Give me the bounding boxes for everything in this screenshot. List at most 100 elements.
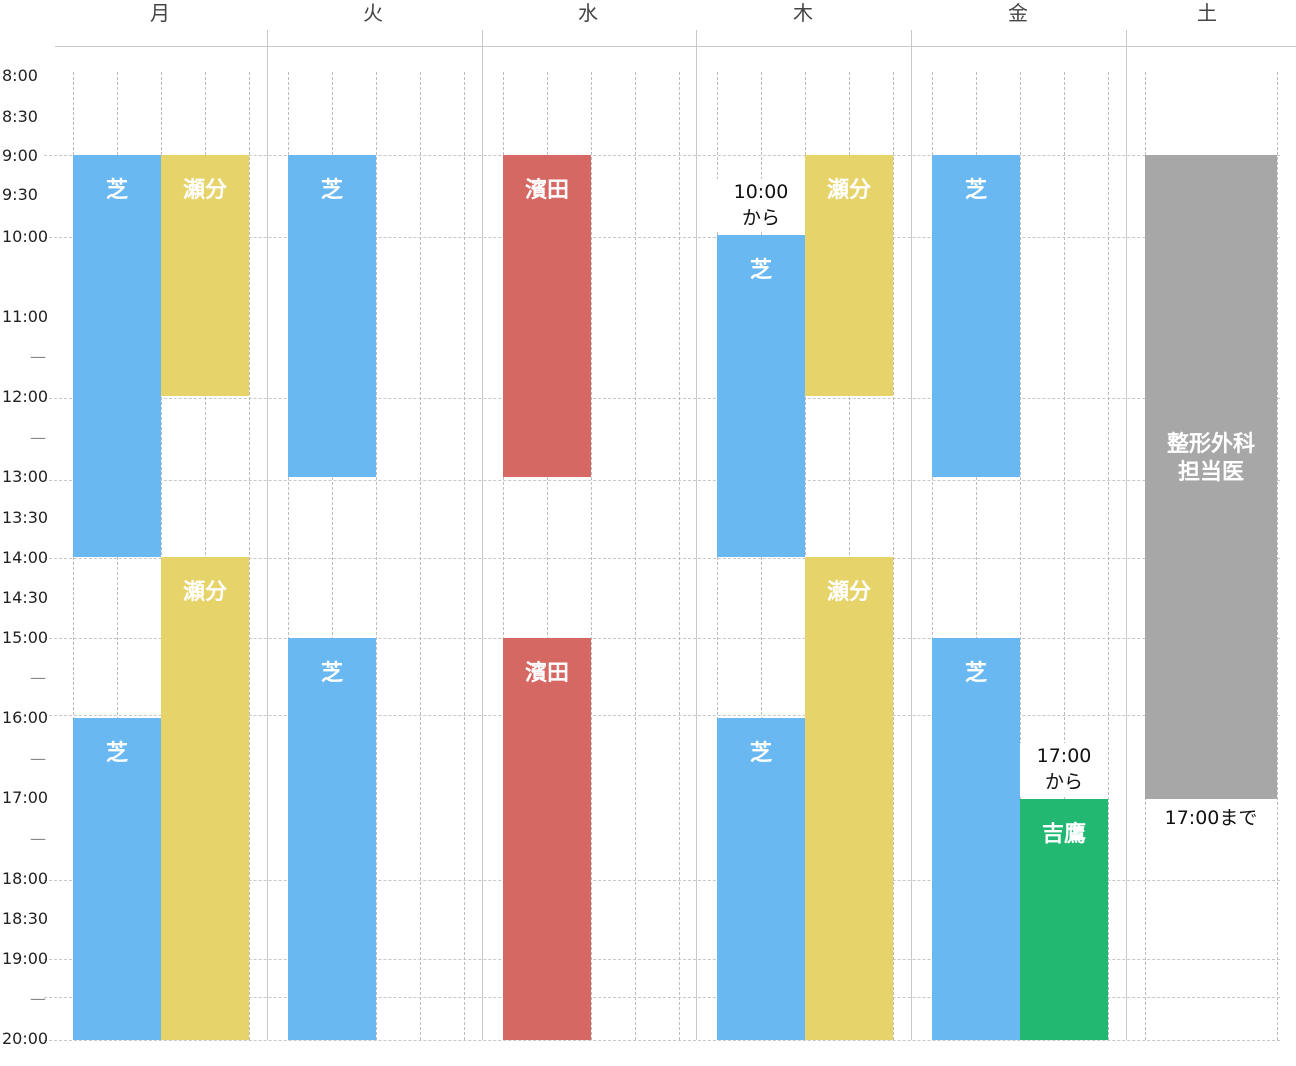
grid-row-line <box>44 558 1280 559</box>
schedule-block[interactable]: 瀬分 <box>161 155 249 397</box>
grid-column-line <box>849 72 850 1040</box>
schedule-block-label: 整形外科 担当医 <box>1166 431 1255 485</box>
grid-column-line <box>932 72 933 1040</box>
schedule-block[interactable]: 芝 <box>288 637 376 1040</box>
grid-column-line <box>1064 72 1065 1040</box>
day-header-1: 火 <box>363 1 383 25</box>
grid-column-line <box>805 72 806 1040</box>
time-label: 9:30 <box>2 185 38 204</box>
grid-column-line <box>635 72 636 1040</box>
time-label: 15:00 <box>2 628 49 647</box>
time-tick-mark: — <box>30 989 46 1008</box>
schedule-block-label: 瀬分 <box>826 178 871 203</box>
time-tick-mark: — <box>30 829 46 848</box>
time-tick-mark: — <box>30 347 46 366</box>
time-tick-mark: — <box>30 749 46 768</box>
time-tick-mark: — <box>30 428 46 447</box>
header-rule <box>55 46 1296 47</box>
schedule-block[interactable]: 瀬分 <box>161 557 249 1040</box>
schedule-block[interactable]: 整形外科 担当医 <box>1145 155 1277 799</box>
schedule-note: 17:00 から <box>1020 742 1108 795</box>
day-header-4: 金 <box>1008 1 1028 25</box>
day-column-separator <box>696 30 697 1040</box>
schedule-block-label: 芝 <box>749 258 772 284</box>
grid-column-line <box>547 72 548 1040</box>
schedule-block[interactable]: 瀬分 <box>805 557 893 1040</box>
time-label: 20:00 <box>2 1029 49 1048</box>
time-label: 10:00 <box>2 227 49 246</box>
grid-column-line <box>976 72 977 1040</box>
schedule-block[interactable]: 芝 <box>73 155 161 558</box>
time-label: 13:30 <box>2 508 49 527</box>
schedule-block[interactable]: 芝 <box>717 235 805 558</box>
time-label: 14:00 <box>2 548 49 567</box>
time-label: 17:00 <box>2 788 49 807</box>
grid-row-line <box>44 880 1280 881</box>
schedule-block[interactable]: 芝 <box>932 637 1020 1040</box>
schedule-block-label: 芝 <box>749 741 772 767</box>
grid-column-line <box>1020 72 1021 1040</box>
time-label: 19:00 <box>2 949 49 968</box>
time-label: 18:30 <box>2 909 49 928</box>
schedule-block-label: 吉鷹 <box>1041 821 1086 847</box>
day-header-0: 月 <box>150 1 170 25</box>
grid-row-line <box>44 480 1280 481</box>
schedule-block[interactable]: 濱田 <box>503 155 591 477</box>
schedule-block-label: 芝 <box>105 741 128 767</box>
schedule-block-label: 芝 <box>964 660 987 686</box>
day-column-separator <box>911 30 912 1040</box>
grid-row-line <box>44 155 1280 156</box>
grid-row-line <box>44 997 1280 998</box>
time-label: 8:00 <box>2 66 38 85</box>
day-column-separator <box>482 30 483 1040</box>
grid-column-line <box>503 72 504 1040</box>
grid-column-line <box>205 72 206 1040</box>
grid-row-line <box>44 237 1280 238</box>
schedule-block-label: 芝 <box>320 660 343 686</box>
schedule-block-label: 芝 <box>105 178 128 203</box>
grid-column-line <box>332 72 333 1040</box>
grid-column-line <box>893 72 894 1040</box>
time-label: 14:30 <box>2 588 49 607</box>
schedule-block[interactable]: 芝 <box>717 718 805 1040</box>
time-tick-mark: — <box>30 668 46 687</box>
schedule-block-label: 瀬分 <box>182 580 227 606</box>
schedule-block-label: 濱田 <box>524 660 569 686</box>
schedule-block-label: 芝 <box>964 178 987 203</box>
grid-column-line <box>288 72 289 1040</box>
grid-row-line <box>44 715 1280 716</box>
schedule-block-label: 瀬分 <box>826 580 871 606</box>
schedule-note: 17:00まで <box>1164 806 1258 829</box>
day-column-separator <box>1126 30 1127 1040</box>
time-label: 18:00 <box>2 869 49 888</box>
grid-column-line <box>1277 72 1278 1040</box>
schedule-block[interactable]: 芝 <box>932 155 1020 477</box>
schedule-block-label: 芝 <box>320 178 343 203</box>
schedule-block-label: 濱田 <box>524 178 569 203</box>
schedule-block[interactable]: 芝 <box>288 155 376 477</box>
grid-column-line <box>1108 72 1109 1040</box>
schedule-note: 10:00 から <box>717 179 805 232</box>
schedule-block[interactable]: 瀬分 <box>805 155 893 397</box>
time-label: 11:00 <box>2 307 49 326</box>
time-label: 9:00 <box>2 146 38 165</box>
schedule-block[interactable]: 芝 <box>73 718 161 1040</box>
day-header-5: 土 <box>1197 1 1217 25</box>
schedule-block[interactable]: 吉鷹 <box>1020 798 1108 1040</box>
time-label: 12:00 <box>2 387 49 406</box>
time-label: 16:00 <box>2 708 49 727</box>
grid-row-line <box>44 638 1280 639</box>
schedule-block-label: 瀬分 <box>182 178 227 203</box>
day-header-2: 水 <box>578 1 598 25</box>
grid-column-line <box>679 72 680 1040</box>
grid-row-line <box>44 959 1280 960</box>
grid-column-line <box>161 72 162 1040</box>
day-header-3: 木 <box>793 1 813 25</box>
grid-column-line <box>249 72 250 1040</box>
schedule-block[interactable]: 濱田 <box>503 637 591 1040</box>
grid-row-line <box>44 1040 1280 1041</box>
grid-column-line <box>464 72 465 1040</box>
grid-row-line <box>44 398 1280 399</box>
grid-column-line <box>591 72 592 1040</box>
